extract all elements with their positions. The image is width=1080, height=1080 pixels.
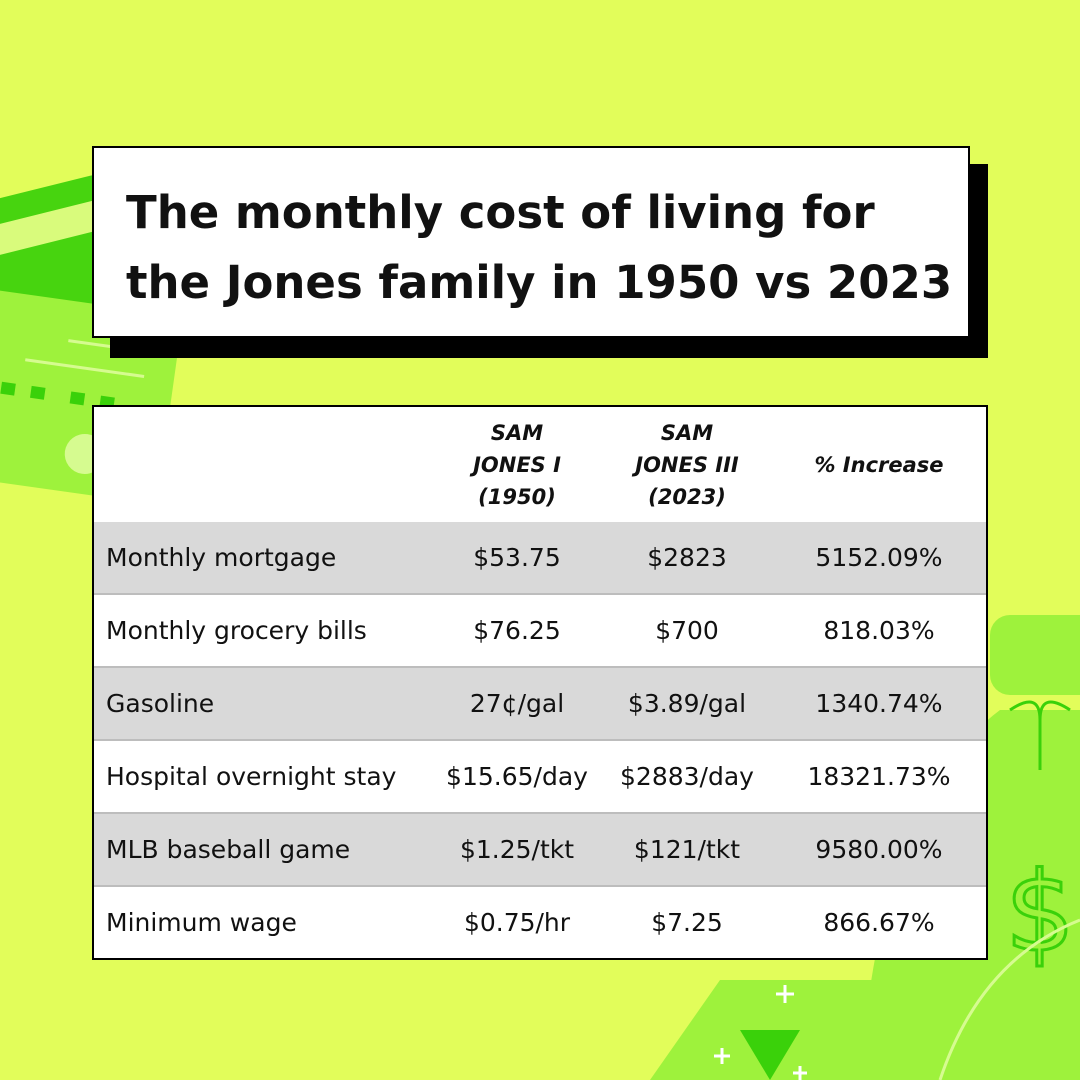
table-cell: 18321.73% <box>807 762 951 791</box>
row-label: MLB baseball game <box>106 835 351 864</box>
table-cell: $1.25/tkt <box>459 835 575 864</box>
row-label: Minimum wage <box>106 908 297 937</box>
table-row: Monthly grocery bills $76.25 $700 818.03% <box>94 595 986 666</box>
dollar-icon: $ <box>1005 848 1075 976</box>
header-row: SAM JONES I (1950) SAM JONES III (2023) % … <box>94 407 986 522</box>
row-separator <box>94 666 986 668</box>
table-cell: $53.75 <box>473 543 561 572</box>
table-row: Monthly mortgage $53.75 $2823 5152.09% <box>94 522 986 593</box>
row-separator <box>94 885 986 887</box>
table-cell: $700 <box>655 616 719 645</box>
row-separator <box>94 812 986 814</box>
card-dot <box>0 381 16 396</box>
row-label: Monthly mortgage <box>106 543 337 572</box>
table-cell: 27¢/gal <box>469 689 565 718</box>
table-cell: 866.67% <box>823 908 935 937</box>
table-row: Hospital overnight stay $15.65/day $2883/d… <box>94 741 986 812</box>
row-separator <box>94 739 986 741</box>
bag-line <box>938 918 1080 1080</box>
column-header: SAM JONES I (1950) <box>473 420 561 509</box>
table-cell: 5152.09% <box>815 543 943 572</box>
table-cell: $2883/day <box>620 762 754 791</box>
table-row: MLB baseball game $1.25/tkt $121/tkt 9580.0… <box>94 814 986 885</box>
row-label: Monthly grocery bills <box>106 616 367 645</box>
table-cell: 9580.00% <box>815 835 943 864</box>
table-cell: 1340.74% <box>815 689 943 718</box>
bag-top <box>990 615 1080 695</box>
card-dot <box>69 391 86 406</box>
table-cell: $3.89/gal <box>627 689 747 718</box>
table: SAM JONES I (1950) SAM JONES III (2023) % … <box>92 405 988 960</box>
table-cell: 818.03% <box>823 616 935 645</box>
card-stripe <box>0 196 117 275</box>
table-cell: $2823 <box>647 543 727 572</box>
column-header: % Increase <box>814 452 944 477</box>
row-label: Hospital overnight stay <box>106 762 397 791</box>
title-box: The monthly cost of living for the Jones… <box>92 146 970 338</box>
table-row: Gasoline 27¢/gal $3.89/gal 1340.74% <box>94 668 986 739</box>
row-separator <box>94 593 986 595</box>
table-cell: $15.65/day <box>446 762 588 791</box>
table-cell: $7.25 <box>651 908 723 937</box>
table-cell: $121/tkt <box>633 835 741 864</box>
sparkles <box>714 985 807 1080</box>
shape <box>740 1030 800 1080</box>
card-dot <box>30 385 46 400</box>
column-header: SAM JONES III (2023) <box>635 420 739 509</box>
title: The monthly cost of living for the Jones… <box>126 186 953 309</box>
table-cell: $76.25 <box>473 616 561 645</box>
card-line <box>25 358 145 378</box>
table-row: Minimum wage $0.75/hr $7.25 866.67% <box>94 887 986 958</box>
table-cell: $0.75/hr <box>463 908 571 937</box>
row-label: Gasoline <box>106 689 215 718</box>
